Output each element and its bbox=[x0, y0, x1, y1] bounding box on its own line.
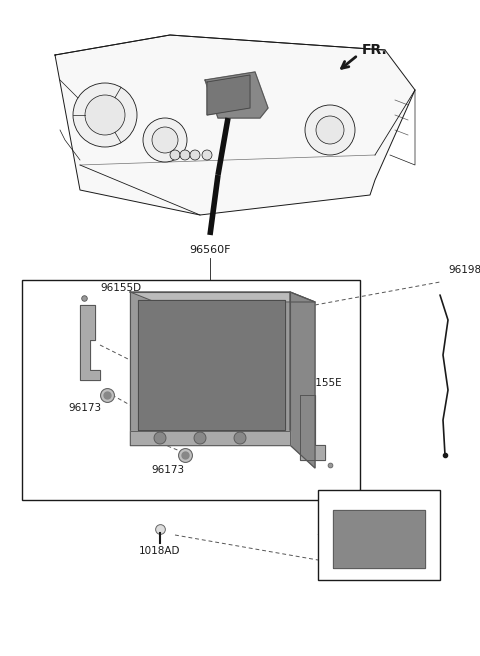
Text: 96560F: 96560F bbox=[189, 245, 231, 255]
Text: 96155D: 96155D bbox=[100, 283, 141, 293]
Circle shape bbox=[190, 150, 200, 160]
Circle shape bbox=[194, 432, 206, 444]
Circle shape bbox=[170, 150, 180, 160]
Polygon shape bbox=[130, 292, 290, 445]
Text: 96554A: 96554A bbox=[359, 493, 399, 503]
Polygon shape bbox=[55, 35, 415, 215]
Circle shape bbox=[234, 432, 246, 444]
Circle shape bbox=[152, 127, 178, 153]
Text: 96173: 96173 bbox=[151, 465, 185, 475]
Bar bbox=[22, 280, 360, 500]
Circle shape bbox=[154, 432, 166, 444]
Text: 96173: 96173 bbox=[68, 403, 101, 413]
Polygon shape bbox=[300, 395, 325, 460]
Text: 96198: 96198 bbox=[448, 265, 480, 275]
Circle shape bbox=[73, 83, 137, 147]
Polygon shape bbox=[207, 75, 250, 115]
Bar bbox=[318, 490, 440, 580]
Polygon shape bbox=[130, 292, 315, 302]
Polygon shape bbox=[80, 305, 100, 380]
Polygon shape bbox=[333, 510, 425, 568]
Circle shape bbox=[180, 150, 190, 160]
Circle shape bbox=[202, 150, 212, 160]
Polygon shape bbox=[290, 292, 315, 468]
Text: FR.: FR. bbox=[362, 43, 388, 57]
Circle shape bbox=[316, 116, 344, 144]
Text: 96155E: 96155E bbox=[302, 378, 342, 388]
Circle shape bbox=[85, 95, 125, 135]
Circle shape bbox=[305, 105, 355, 155]
Polygon shape bbox=[130, 431, 290, 445]
Circle shape bbox=[143, 118, 187, 162]
Polygon shape bbox=[205, 72, 268, 118]
Polygon shape bbox=[138, 300, 285, 430]
Text: 1018AD: 1018AD bbox=[139, 546, 181, 556]
